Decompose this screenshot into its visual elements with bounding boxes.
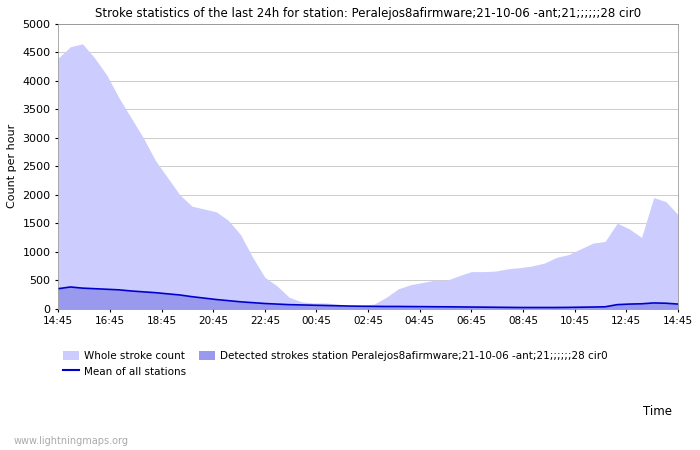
Legend: Whole stroke count, Mean of all stations, Detected strokes station Peralejos8afi: Whole stroke count, Mean of all stations… <box>64 351 608 377</box>
Title: Stroke statistics of the last 24h for station: Peralejos8afirmware;21-10-06 -ant: Stroke statistics of the last 24h for st… <box>95 7 641 20</box>
Text: Time: Time <box>643 405 672 418</box>
Y-axis label: Count per hour: Count per hour <box>7 124 17 208</box>
Text: www.lightningmaps.org: www.lightningmaps.org <box>14 436 129 446</box>
